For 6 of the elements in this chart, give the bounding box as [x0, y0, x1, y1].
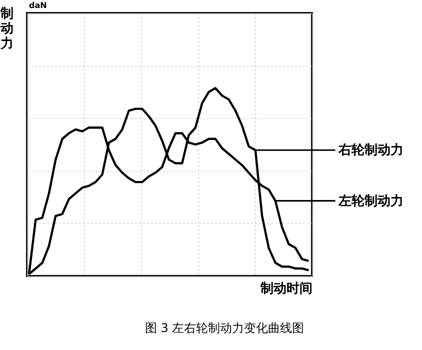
text: daN: [29, 1, 47, 10]
y-axis-title: 制动力: [0, 6, 14, 52]
legend-label: 左轮制动力: [337, 194, 404, 209]
text: 图 3 左右轮制动力变化曲线图: [144, 321, 304, 335]
text: 右轮制动力: [337, 143, 404, 158]
x-axis-title: 制动时间: [260, 282, 312, 296]
